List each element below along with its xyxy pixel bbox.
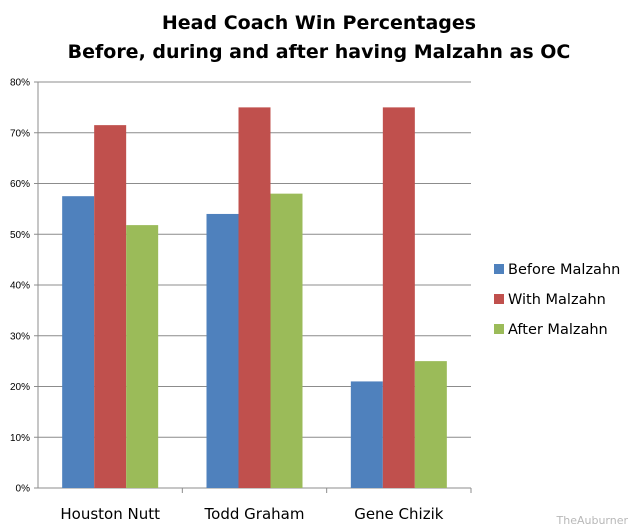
- y-tick-label: 50%: [10, 230, 30, 241]
- legend: Before Malzahn With Malzahn After Malzahn: [494, 262, 620, 338]
- bar-before-malzahn: [350, 381, 383, 488]
- legend-swatch: [494, 324, 504, 334]
- chart-subtitle: Before, during and after having Malzahn …: [68, 41, 571, 63]
- legend-label: With Malzahn: [508, 292, 606, 308]
- axis-labels: 0% 10% 20% 30% 40% 50% 60% 70% 80% Houston Nutt To…: [10, 78, 444, 524]
- bar-before-malzahn: [62, 196, 95, 488]
- y-tick-label: 10%: [10, 433, 30, 444]
- watermark: TheAuburner: [556, 514, 629, 527]
- y-tick-label: 60%: [10, 179, 30, 190]
- chart-title: Head Coach Win Percentages: [162, 12, 476, 34]
- y-tick-label: 40%: [10, 281, 30, 292]
- bar-with-malzahn: [94, 125, 127, 488]
- bar-with-malzahn: [382, 107, 415, 488]
- x-category-label: Todd Graham: [204, 505, 305, 523]
- y-tick-label: 80%: [10, 78, 30, 89]
- bar-before-malzahn: [206, 213, 239, 488]
- bars: [62, 107, 447, 489]
- legend-swatch: [494, 294, 504, 304]
- y-tick-label: 30%: [10, 331, 30, 342]
- bar-with-malzahn: [238, 107, 271, 488]
- x-category-label: Houston Nutt: [60, 505, 160, 523]
- legend-label: Before Malzahn: [508, 262, 620, 278]
- y-tick-label: 20%: [10, 382, 30, 393]
- y-tick-label: 70%: [10, 128, 30, 139]
- bar-after-malzahn: [126, 225, 159, 489]
- legend-swatch: [494, 264, 504, 274]
- bar-after-malzahn: [414, 361, 447, 488]
- y-tick-label: 0%: [16, 484, 31, 495]
- bar-after-malzahn: [270, 193, 303, 488]
- x-category-label: Gene Chizik: [354, 505, 444, 523]
- legend-label: After Malzahn: [508, 322, 608, 338]
